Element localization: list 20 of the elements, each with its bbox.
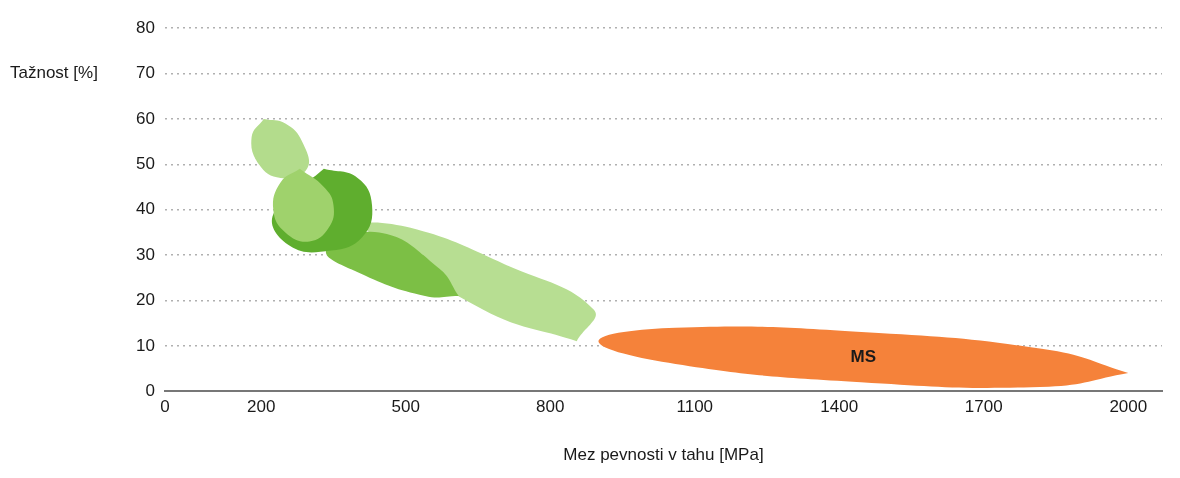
x-tick-label: 200 xyxy=(247,397,276,417)
y-axis-title: Tažnost [%] xyxy=(10,63,98,83)
y-tick-label: 80 xyxy=(135,17,155,37)
y-tick-label: 20 xyxy=(135,290,155,310)
x-tick-label: 500 xyxy=(391,397,420,417)
x-tick-label: 1400 xyxy=(820,397,859,417)
y-tick-label: 40 xyxy=(135,199,155,219)
x-tick-label: 0 xyxy=(160,397,170,417)
x-tick-label: 2000 xyxy=(1109,397,1148,417)
x-tick-label: 1100 xyxy=(676,397,714,417)
x-axis-title: Mez pevnosti v tahu [MPa] xyxy=(563,445,764,465)
y-tick-label: 10 xyxy=(135,335,155,355)
y-tick-label: 0 xyxy=(145,380,155,400)
y-tick-label: 30 xyxy=(135,244,155,264)
y-tick-label: 50 xyxy=(135,154,155,174)
y-tick-label: 60 xyxy=(135,108,155,128)
y-tick-label: 70 xyxy=(135,63,155,83)
series-label: MS xyxy=(850,346,877,366)
x-tick-label: 1700 xyxy=(964,397,1003,417)
x-tick-label: 800 xyxy=(536,397,565,417)
